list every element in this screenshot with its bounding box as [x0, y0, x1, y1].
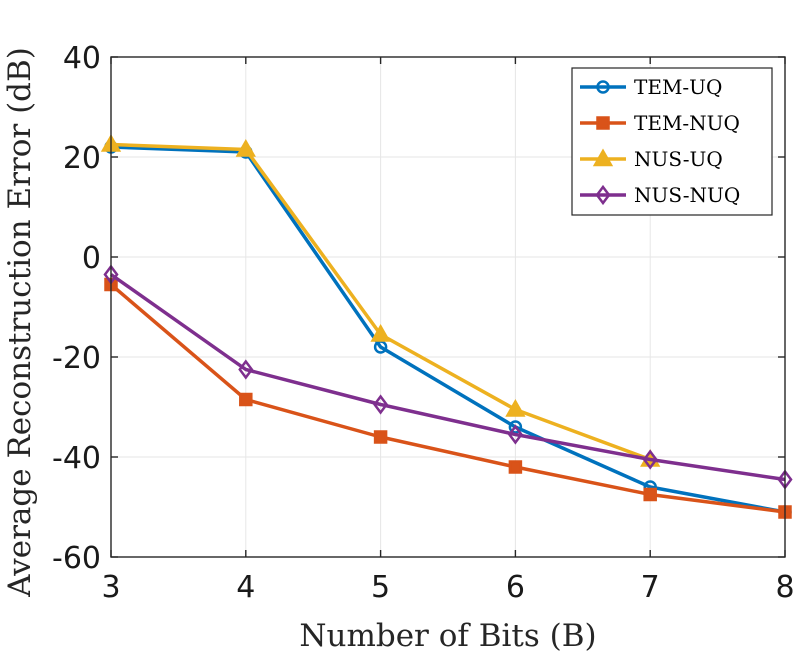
legend-entry: NUS-UQ — [580, 147, 723, 171]
y-tick-label: -40 — [52, 441, 101, 476]
data-point — [370, 323, 391, 342]
data-point — [505, 398, 526, 417]
legend-marker — [592, 148, 614, 167]
x-tick-label: 5 — [371, 570, 390, 605]
axes — [110, 56, 786, 558]
series-tem-nuq — [104, 277, 792, 519]
data-point — [643, 487, 657, 502]
x-tick-label: 8 — [775, 570, 794, 605]
x-axis-label: Number of Bits (B) — [299, 618, 596, 654]
y-tick-label: 20 — [63, 141, 101, 176]
data-point — [235, 138, 256, 157]
y-tick-label: -20 — [52, 341, 101, 376]
legend-marker — [595, 184, 611, 206]
legend-label: TEM-UQ — [634, 75, 722, 99]
legend-entry: TEM-UQ — [580, 75, 722, 99]
legend-marker — [596, 116, 610, 130]
plot-frame — [110, 56, 786, 558]
x-tick-label: 3 — [101, 570, 120, 605]
x-tick-label: 4 — [236, 570, 255, 605]
legend: TEM-UQ TEM-NUQ NUS-UQ NUS-NUQ — [571, 67, 773, 216]
tick-labels: 3 4 5 6 7 8 -60 -40 -20 0 20 40 — [52, 41, 795, 605]
y-axis-label: Average Reconstruction Error (dB) — [2, 47, 38, 598]
plot-series — [100, 133, 793, 519]
y-tick-label: 0 — [82, 241, 101, 276]
data-point — [508, 460, 523, 474]
series-line — [110, 145, 786, 514]
data-point — [239, 392, 253, 407]
x-tick-label: 6 — [506, 570, 525, 605]
y-tick-label: 40 — [63, 41, 101, 76]
legend-marker — [596, 80, 610, 94]
legend-label: NUS-UQ — [634, 147, 723, 171]
series-line — [109, 283, 786, 514]
data-point — [373, 394, 389, 415]
y-tick-label: -60 — [52, 541, 101, 576]
series-nus-nuq — [103, 264, 793, 490]
data-point — [238, 359, 254, 380]
legend-label: TEM-NUQ — [634, 111, 740, 135]
data-point — [507, 424, 523, 445]
data-point — [642, 449, 658, 470]
data-point — [508, 420, 523, 434]
x-tick-label: 7 — [641, 570, 660, 605]
series-line — [109, 273, 786, 482]
legend-entry: TEM-NUQ — [580, 111, 740, 135]
legend-entry: NUS-NUQ — [580, 183, 740, 207]
legend-label: NUS-NUQ — [634, 183, 740, 207]
data-point — [373, 430, 388, 444]
